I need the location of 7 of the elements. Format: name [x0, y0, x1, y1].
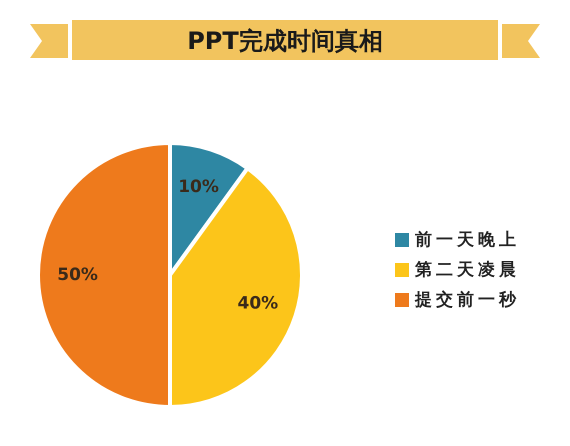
data-label: 10% — [178, 177, 219, 198]
legend-label: 第二天凌晨 — [415, 259, 520, 282]
chart-title: PPT完成时间真相 — [186, 26, 384, 57]
legend-label: 提交前一秒 — [415, 289, 520, 312]
data-label: 50% — [57, 265, 98, 285]
legend-label: 前一天晚上 — [415, 229, 520, 252]
data-label: 40% — [238, 294, 278, 314]
